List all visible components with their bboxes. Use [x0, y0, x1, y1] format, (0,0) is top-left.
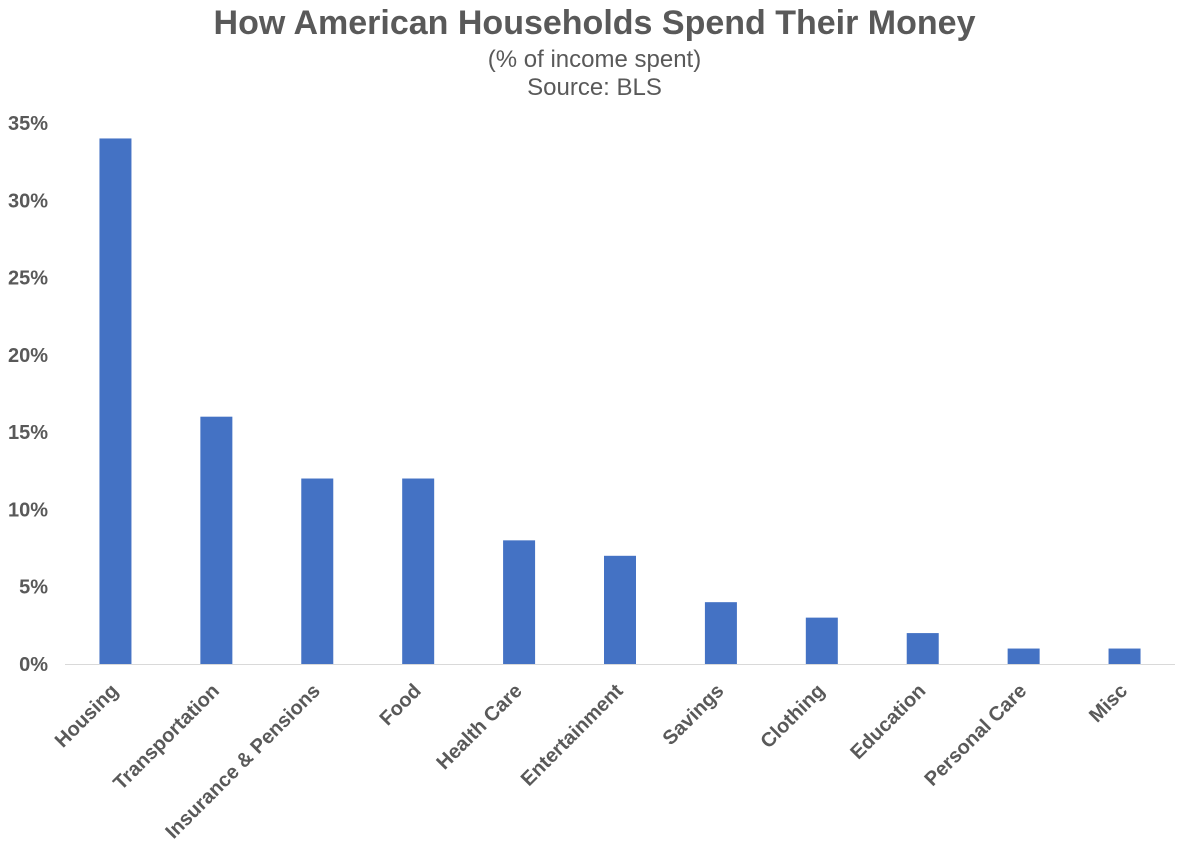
y-tick-label: 20% [8, 345, 48, 367]
bar [805, 617, 838, 664]
bar [604, 555, 636, 664]
y-tick-label: 35% [8, 113, 48, 135]
y-tick-label: 10% [8, 499, 48, 521]
y-tick-label: 25% [8, 268, 48, 290]
bar [1007, 648, 1040, 664]
bar [402, 478, 435, 664]
x-tick-label: Entertainment [517, 680, 628, 791]
x-tick-label: Savings [659, 680, 729, 750]
x-tick-label: Food [376, 680, 426, 730]
bar [200, 416, 233, 664]
y-tick-label: 0% [19, 654, 48, 676]
chart-subtitle: (% of income spent) [487, 46, 702, 73]
bar [301, 478, 334, 664]
y-tick-label: 15% [8, 422, 48, 444]
y-tick-label: 30% [8, 190, 48, 212]
x-tick-label: Education [846, 680, 930, 764]
x-tick-label: Personal Care [920, 680, 1031, 791]
x-tick-label: Housing [51, 680, 123, 752]
bar [906, 633, 939, 664]
bar [503, 540, 536, 664]
y-tick-label: 5% [19, 577, 48, 599]
chart-source: Source: BLS [527, 74, 662, 101]
bars-group [99, 138, 1141, 664]
bar [99, 138, 132, 664]
x-tick-label: Misc [1085, 680, 1132, 727]
chart-title: How American Households Spend Their Mone… [213, 4, 976, 42]
x-tick-label: Clothing [756, 680, 829, 753]
x-tick-label: Health Care [432, 680, 526, 774]
bar [704, 602, 737, 664]
y-axis: 0% 5% 10% 15% 20% 25% 30% 35% [8, 113, 48, 676]
bar [1108, 648, 1141, 664]
x-tick-label: Transportation [109, 680, 224, 795]
